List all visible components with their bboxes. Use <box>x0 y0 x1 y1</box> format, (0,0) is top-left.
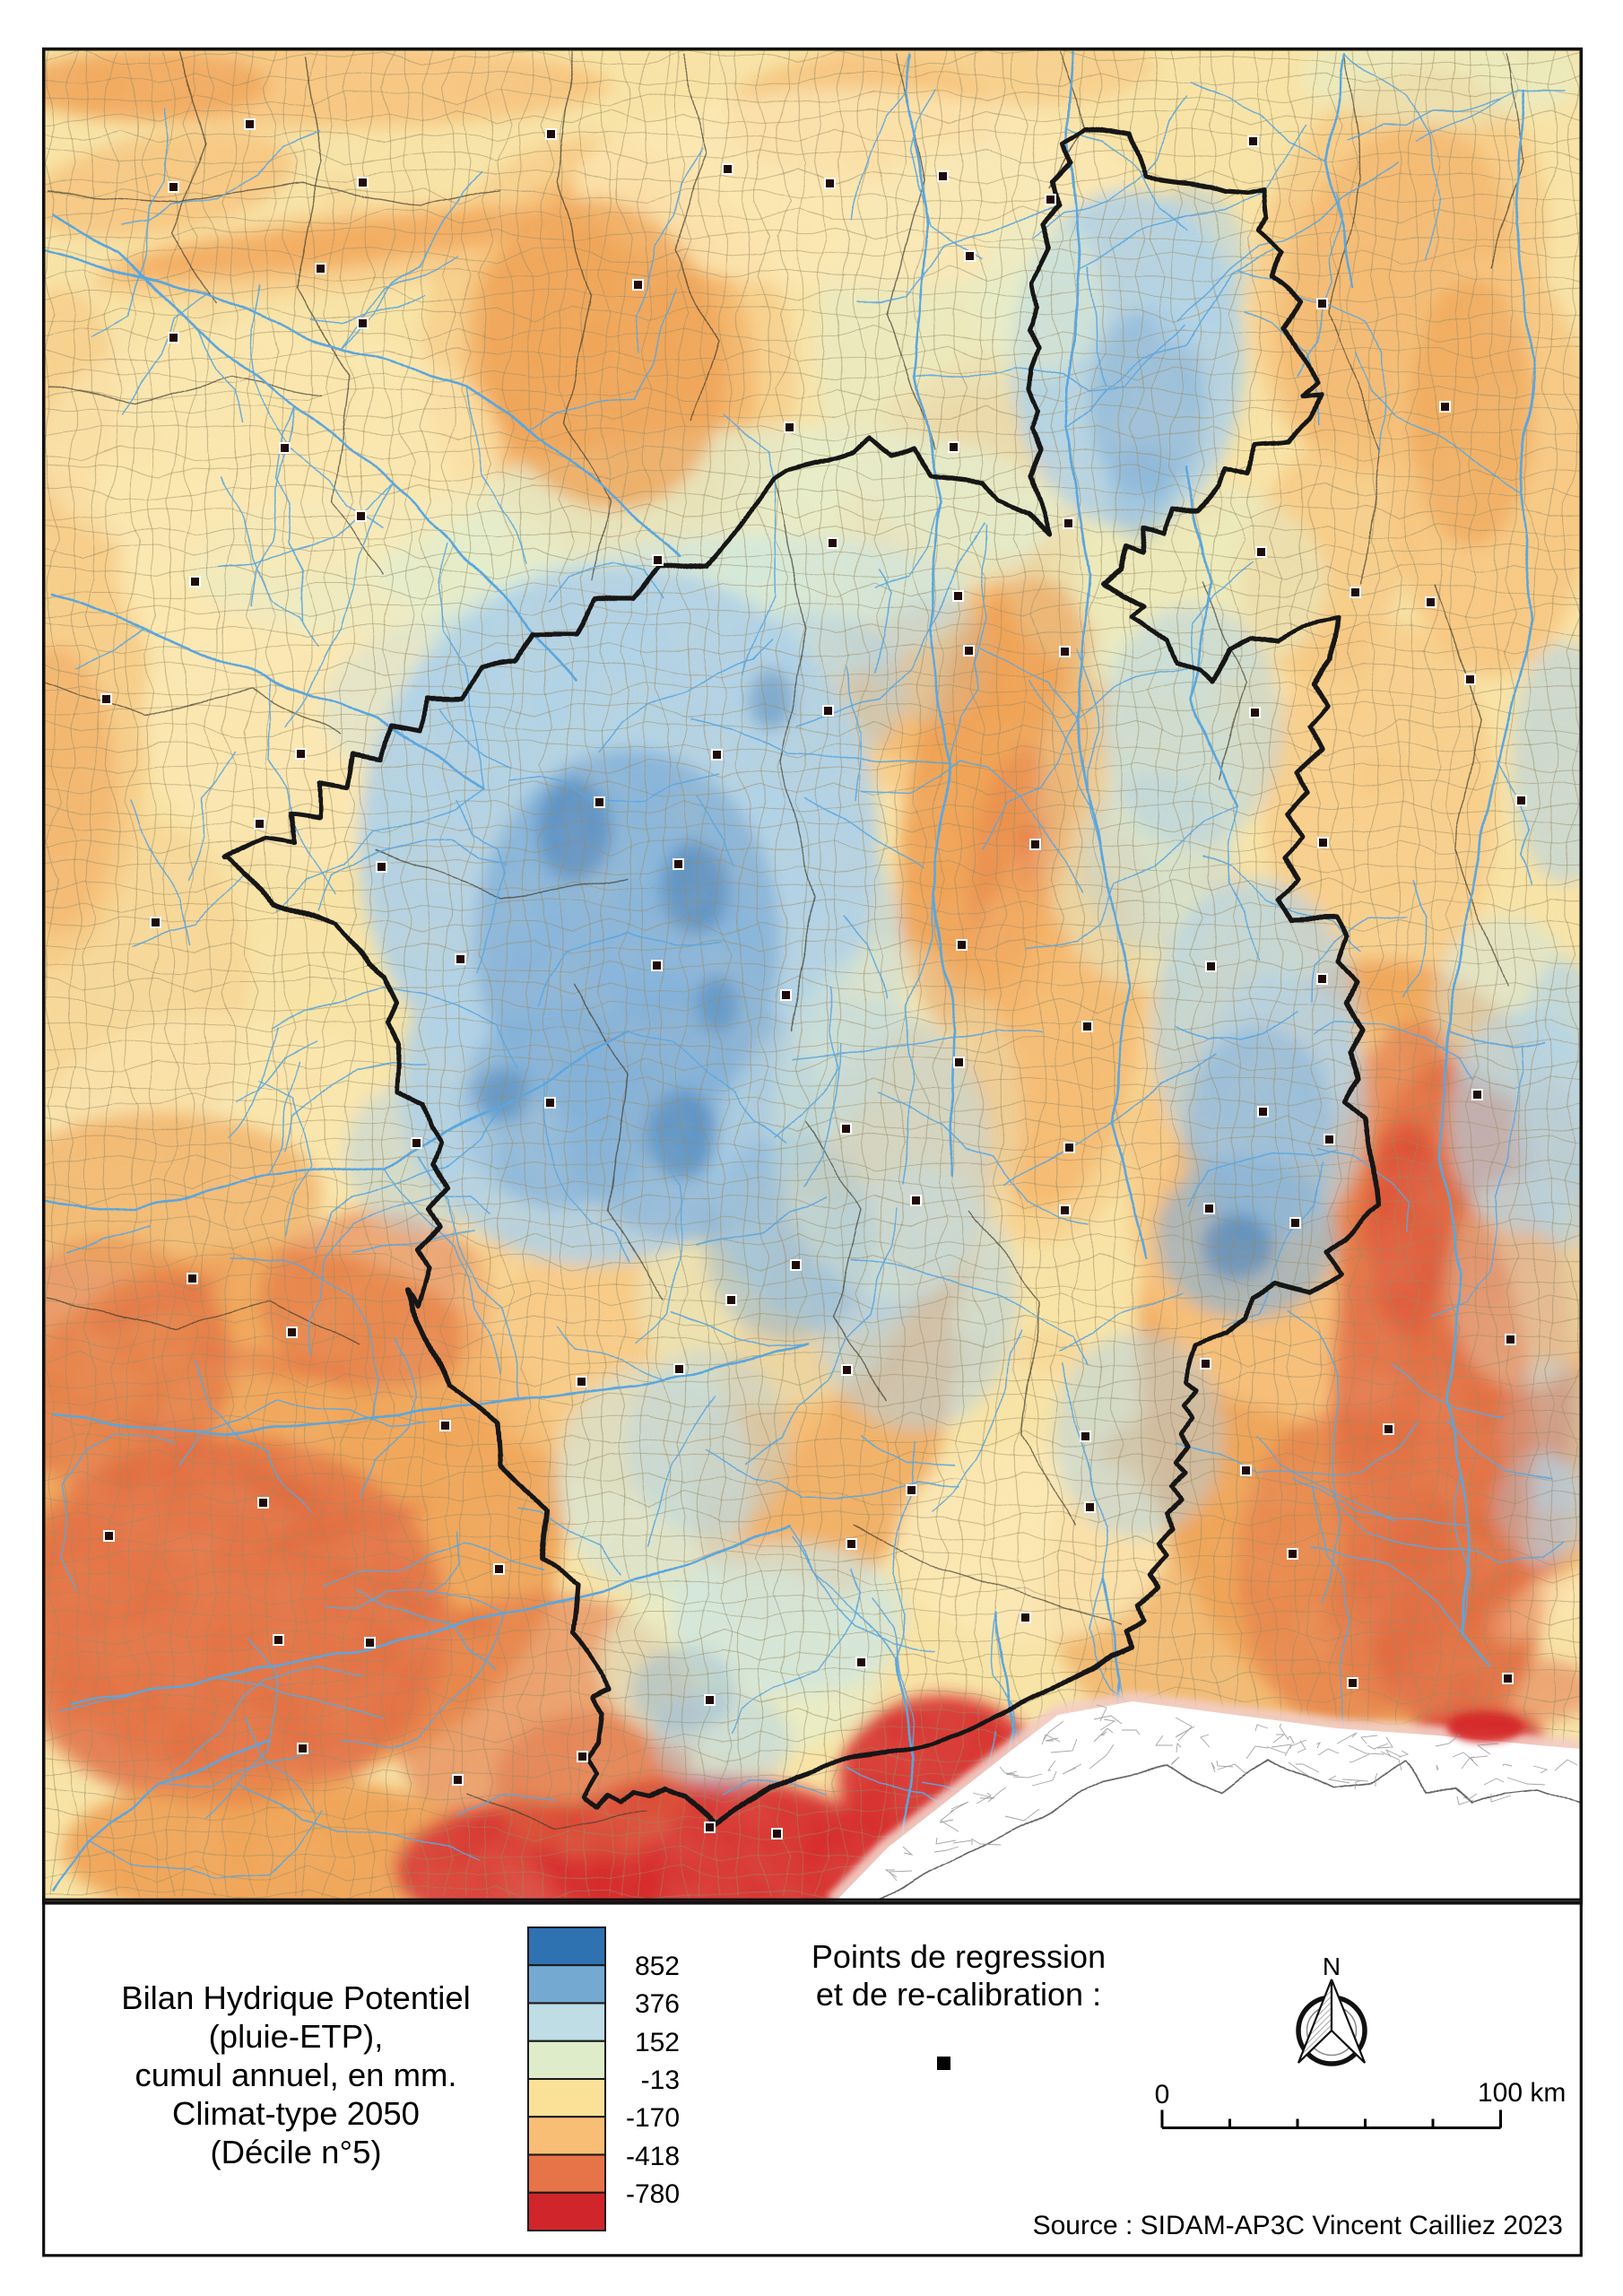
svg-text:Bilan Hydrique Potentiel: Bilan Hydrique Potentiel <box>121 1979 471 2016</box>
svg-text:Source : SIDAM-AP3C Vincent Ca: Source : SIDAM-AP3C Vincent Cailliez 202… <box>1033 2211 1563 2240</box>
svg-text:-13: -13 <box>641 2066 680 2095</box>
svg-text:376: 376 <box>635 1989 680 2019</box>
svg-text:852: 852 <box>635 1952 680 1981</box>
svg-text:-170: -170 <box>626 2103 680 2133</box>
svg-text:et de re-calibration :: et de re-calibration : <box>816 1976 1101 2013</box>
svg-text:Climat-type 2050: Climat-type 2050 <box>172 2095 420 2132</box>
svg-text:0: 0 <box>1155 2080 1170 2109</box>
svg-text:cumul annuel, en mm.: cumul annuel, en mm. <box>135 2057 456 2093</box>
svg-text:-780: -780 <box>626 2179 680 2209</box>
svg-text:100 km: 100 km <box>1478 2078 1566 2108</box>
svg-text:152: 152 <box>635 2028 680 2057</box>
svg-text:(Décile n°5): (Décile n°5) <box>210 2134 381 2170</box>
svg-text:N: N <box>1323 1952 1341 1980</box>
svg-text:Points de regression: Points de regression <box>812 1938 1106 1975</box>
svg-text:(pluie-ETP),: (pluie-ETP), <box>209 2018 384 2055</box>
svg-text:-418: -418 <box>626 2142 680 2171</box>
